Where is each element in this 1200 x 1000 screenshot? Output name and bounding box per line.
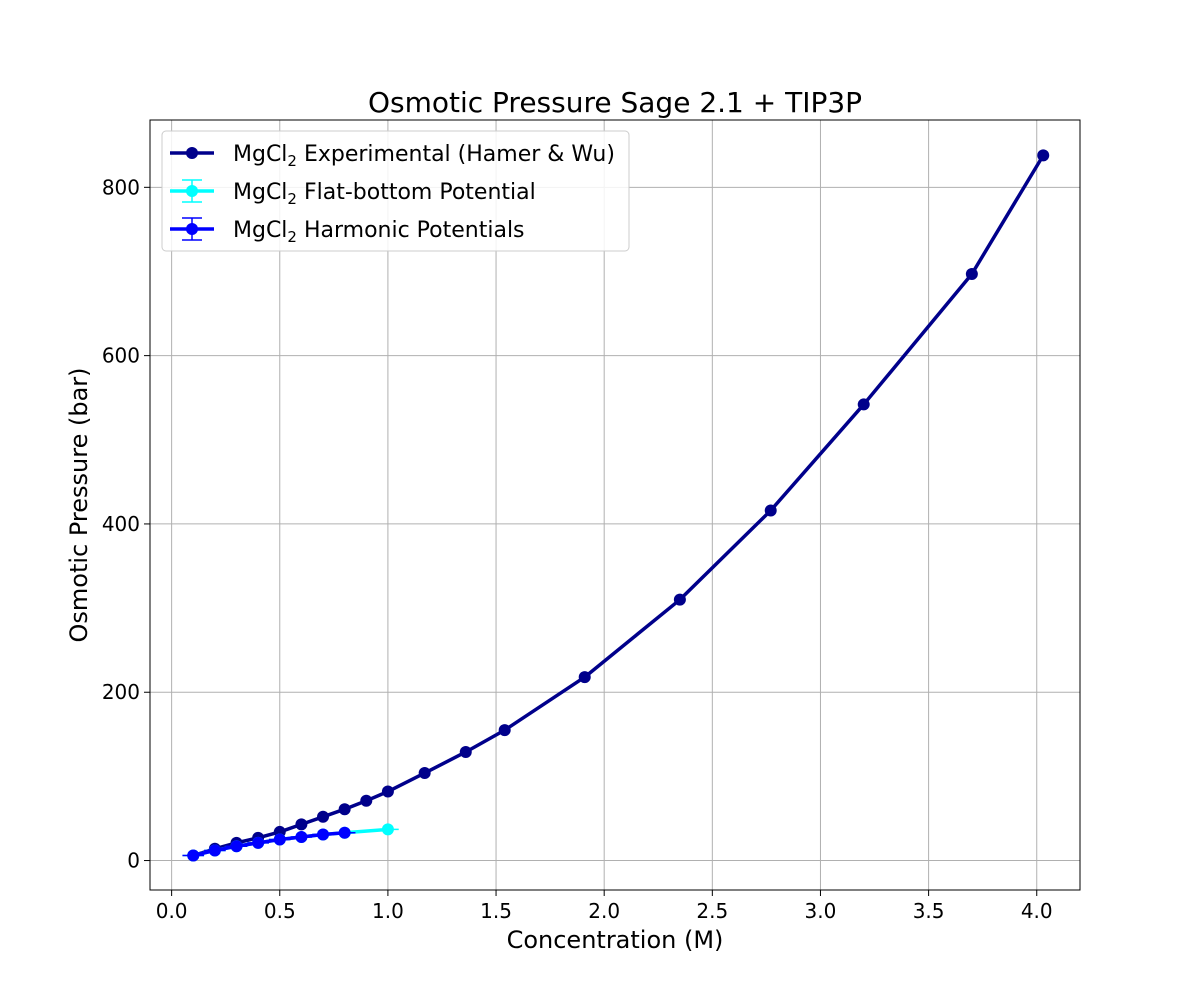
y-tick-label: 200 [102,680,140,704]
legend-marker [186,185,198,197]
data-point [459,745,472,758]
x-tick-label: 1.0 [372,899,404,923]
data-point [208,844,221,857]
x-tick-label: 0.0 [156,899,188,923]
y-tick-label: 0 [127,849,140,873]
data-point [857,398,870,411]
x-tick-label: 0.5 [264,899,296,923]
data-point [295,818,308,831]
y-tick-label: 600 [102,344,140,368]
plot-frame [149,119,1081,891]
data-point [418,767,431,780]
legend-label: MgCl2 Experimental (Hamer & Wu) [233,142,615,170]
axis-ticks: 0.0 0.5 1.0 1.5 2.0 2.5 3.0 3.5 4.0 0 200 400 600 800 [102,175,1053,923]
data-point [360,794,373,807]
chart-title: Osmotic Pressure Sage 2.1 + TIP3P [368,86,862,119]
series-2 [182,826,356,862]
data-point [230,840,243,853]
plot-series [182,149,1050,862]
data-point [295,830,308,843]
data-point [252,836,265,849]
data-point [764,504,777,517]
x-tick-label: 3.5 [913,899,945,923]
x-tick-label: 2.0 [588,899,620,923]
legend-label: MgCl2 Flat-bottom Potential [233,180,536,208]
data-point [965,268,978,280]
legend-item-2: MgCl2 Harmonic Potentials [170,217,525,246]
y-tick-label: 400 [102,512,140,536]
data-point [273,833,286,846]
data-point [498,724,511,737]
x-tick-label: 4.0 [1021,899,1053,923]
data-point [578,671,591,684]
legend-marker [186,147,198,159]
data-point [381,823,394,836]
legend-label: MgCl2 Harmonic Potentials [233,218,525,246]
legend-marker [186,223,198,235]
x-tick-label: 3.0 [805,899,837,923]
legend-item-1: MgCl2 Flat-bottom Potential [170,179,536,208]
legend-box [161,130,630,252]
x-tick-label: 2.5 [696,899,728,923]
x-tick-label: 1.5 [480,899,512,923]
data-point [338,803,351,816]
data-point [381,785,394,798]
y-axis-label: Osmotic Pressure (bar) [65,367,93,642]
data-point [673,593,686,606]
y-tick-label: 800 [102,175,140,199]
data-point [1037,149,1050,162]
data-point [187,849,200,862]
legend: MgCl2 Experimental (Hamer & Wu) MgCl2 Fla… [161,130,630,252]
x-axis-label: Concentration (M) [507,926,724,954]
legend-item-0: MgCl2 Experimental (Hamer & Wu) [170,142,615,170]
data-point [338,826,351,839]
data-point [317,828,330,841]
data-point [317,810,330,823]
